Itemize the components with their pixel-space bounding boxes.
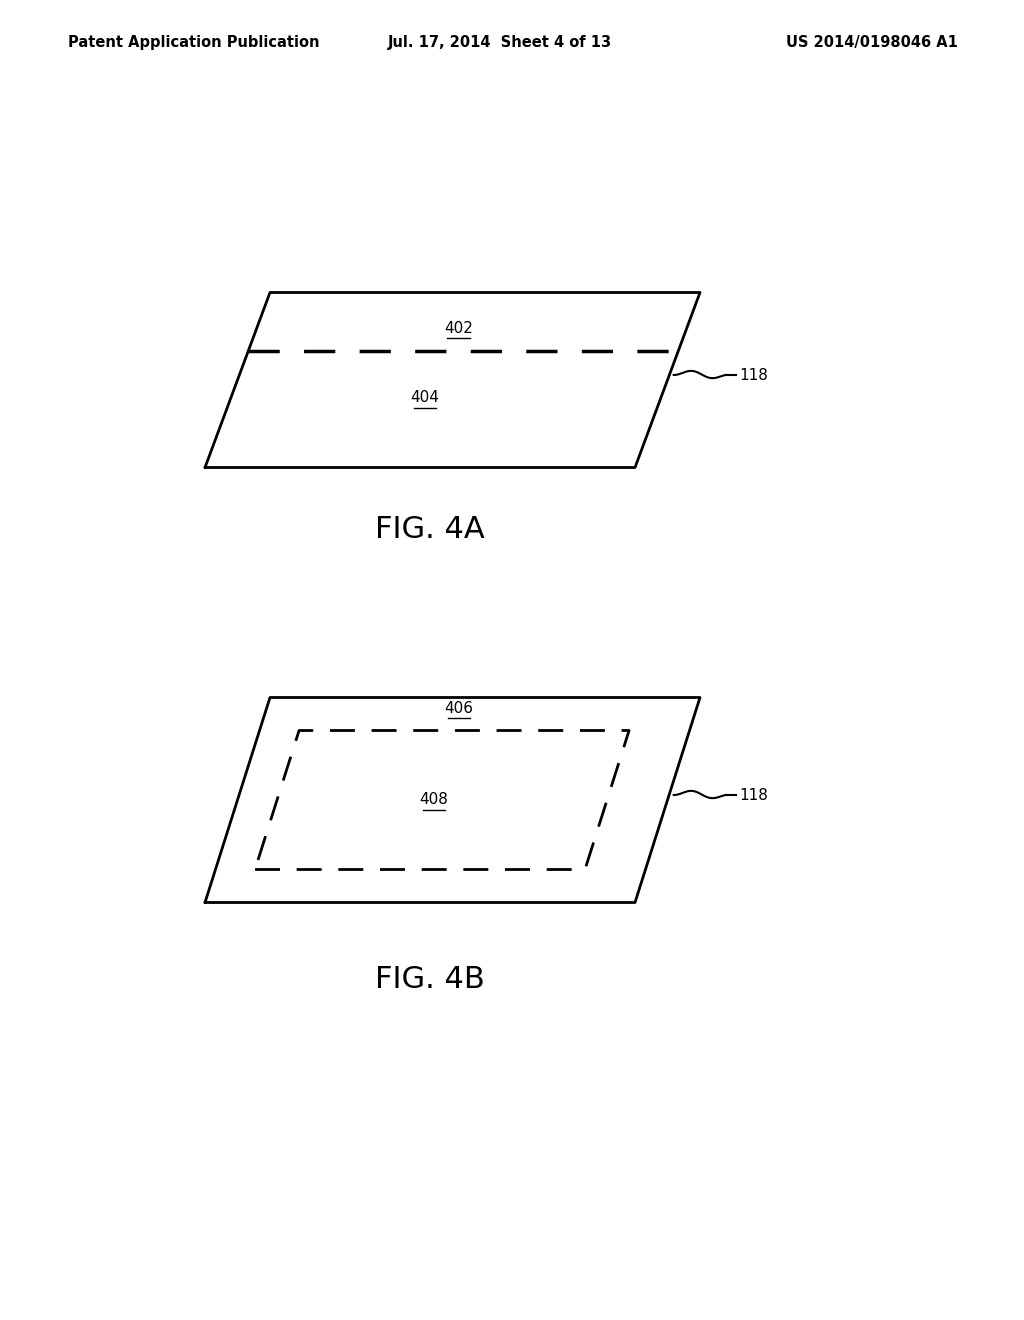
Text: FIG. 4B: FIG. 4B bbox=[375, 965, 485, 994]
Text: 402: 402 bbox=[444, 321, 473, 337]
Text: FIG. 4A: FIG. 4A bbox=[375, 516, 485, 544]
Text: Jul. 17, 2014  Sheet 4 of 13: Jul. 17, 2014 Sheet 4 of 13 bbox=[388, 34, 612, 49]
Text: US 2014/0198046 A1: US 2014/0198046 A1 bbox=[786, 34, 958, 49]
Text: 406: 406 bbox=[444, 701, 473, 715]
Text: 404: 404 bbox=[411, 391, 439, 405]
Text: 118: 118 bbox=[739, 788, 769, 803]
Text: Patent Application Publication: Patent Application Publication bbox=[68, 34, 319, 49]
Text: 408: 408 bbox=[420, 792, 449, 808]
Text: 118: 118 bbox=[739, 367, 769, 383]
